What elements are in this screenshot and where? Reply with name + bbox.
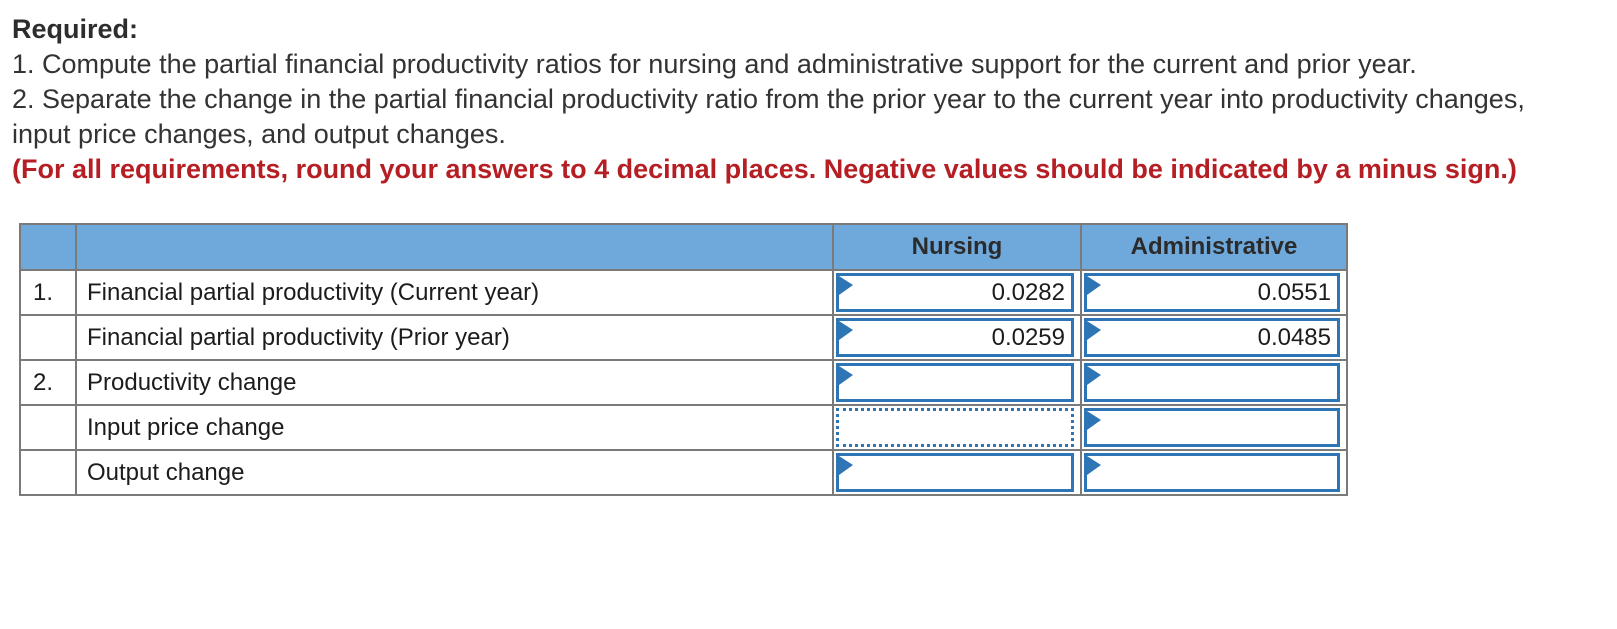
productivity-change-nursing-input[interactable]	[839, 366, 1071, 399]
current-year-nursing-input[interactable]	[839, 276, 1071, 309]
row-label: Input price change	[75, 404, 834, 451]
row-number	[19, 314, 77, 361]
header-blank-label	[75, 223, 834, 271]
input-box-input-price-change-admin	[1084, 408, 1340, 447]
input-price-change-administrative-input[interactable]	[1087, 411, 1337, 444]
output-change-administrative-input[interactable]	[1087, 456, 1337, 489]
input-box-current-admin	[1084, 273, 1340, 312]
table-row-current-year: 1. Financial partial productivity (Curre…	[19, 269, 1348, 316]
input-box-output-change-admin	[1084, 453, 1340, 492]
row-label: Financial partial productivity (Prior ye…	[75, 314, 834, 361]
answer-table: Nursing Administrative 1. Financial part…	[19, 223, 1348, 496]
table-row-productivity-change: 2. Productivity change	[19, 359, 1348, 406]
input-box-productivity-change-nursing	[836, 363, 1074, 402]
row-number	[19, 449, 77, 496]
input-box-current-nursing	[836, 273, 1074, 312]
rounding-note: (For all requirements, round your answer…	[12, 154, 1517, 184]
input-price-change-nursing-input[interactable]	[839, 411, 1071, 444]
prior-year-nursing-input[interactable]	[839, 321, 1071, 354]
input-box-prior-admin	[1084, 318, 1340, 357]
input-box-prior-nursing	[836, 318, 1074, 357]
row-number	[19, 404, 77, 451]
instructions-block: Required: 1. Compute the partial financi…	[0, 0, 1597, 187]
row-number: 2.	[19, 359, 77, 406]
row-number: 1.	[19, 269, 77, 316]
instruction-item-2: 2. Separate the change in the partial fi…	[12, 84, 1525, 149]
required-heading: Required:	[12, 14, 139, 44]
header-row: Nursing Administrative	[19, 223, 1348, 271]
current-year-administrative-input[interactable]	[1087, 276, 1337, 309]
input-box-input-price-change-nursing-focused	[836, 408, 1074, 447]
instruction-item-1: 1. Compute the partial financial product…	[12, 49, 1417, 79]
row-label: Financial partial productivity (Current …	[75, 269, 834, 316]
table-row-input-price-change: Input price change	[19, 404, 1348, 451]
column-header-administrative: Administrative	[1080, 223, 1348, 271]
prior-year-administrative-input[interactable]	[1087, 321, 1337, 354]
table-row-prior-year: Financial partial productivity (Prior ye…	[19, 314, 1348, 361]
input-box-output-change-nursing	[836, 453, 1074, 492]
table-row-output-change: Output change	[19, 449, 1348, 496]
row-label: Productivity change	[75, 359, 834, 406]
output-change-nursing-input[interactable]	[839, 456, 1071, 489]
input-box-productivity-change-admin	[1084, 363, 1340, 402]
productivity-change-administrative-input[interactable]	[1087, 366, 1337, 399]
row-label: Output change	[75, 449, 834, 496]
header-blank-num	[19, 223, 77, 271]
column-header-nursing: Nursing	[832, 223, 1082, 271]
